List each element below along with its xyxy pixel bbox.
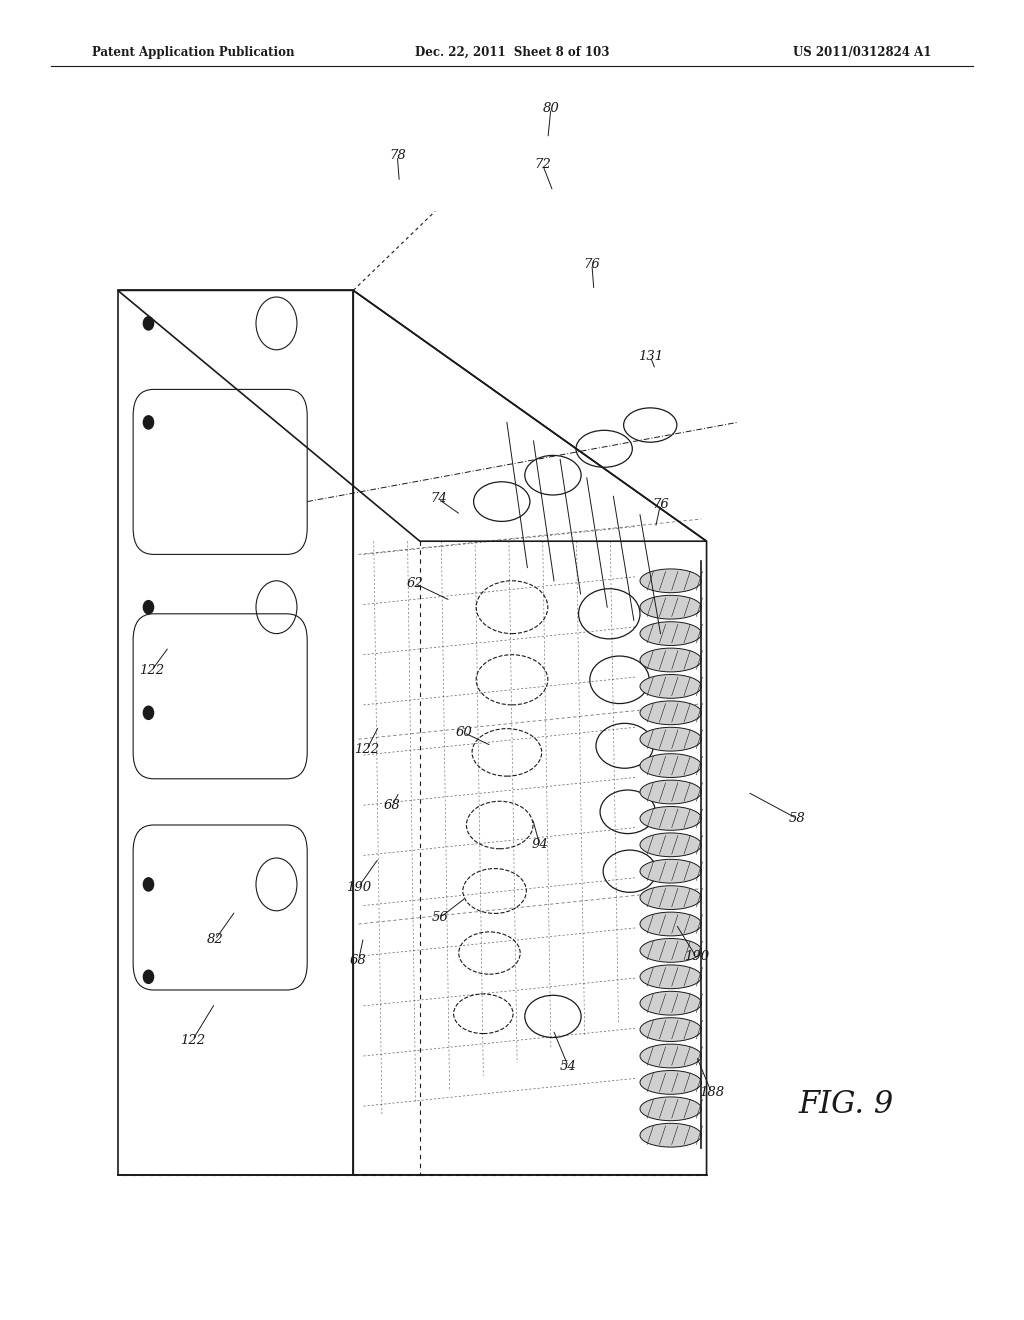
Ellipse shape xyxy=(640,648,701,672)
Ellipse shape xyxy=(640,754,701,777)
Ellipse shape xyxy=(640,1044,701,1068)
Ellipse shape xyxy=(640,859,701,883)
Ellipse shape xyxy=(640,965,701,989)
Text: 56: 56 xyxy=(432,911,449,924)
Circle shape xyxy=(143,706,154,719)
Text: FIG. 9: FIG. 9 xyxy=(799,1089,894,1119)
Text: 60: 60 xyxy=(456,726,472,739)
Text: 188: 188 xyxy=(699,1086,724,1100)
Ellipse shape xyxy=(640,622,701,645)
Circle shape xyxy=(143,601,154,614)
Text: 122: 122 xyxy=(139,664,164,677)
Ellipse shape xyxy=(640,886,701,909)
Ellipse shape xyxy=(640,675,701,698)
Text: Patent Application Publication: Patent Application Publication xyxy=(92,46,295,59)
Text: 54: 54 xyxy=(560,1060,577,1073)
Ellipse shape xyxy=(640,939,701,962)
Text: 76: 76 xyxy=(652,498,669,511)
Text: 80: 80 xyxy=(543,102,559,115)
Ellipse shape xyxy=(640,807,701,830)
Text: 68: 68 xyxy=(350,954,367,968)
Text: 78: 78 xyxy=(389,149,406,162)
Ellipse shape xyxy=(640,833,701,857)
Text: 190: 190 xyxy=(684,950,709,964)
Text: 82: 82 xyxy=(207,933,223,946)
Ellipse shape xyxy=(640,912,701,936)
Circle shape xyxy=(143,970,154,983)
Text: 122: 122 xyxy=(354,743,379,756)
Ellipse shape xyxy=(640,569,701,593)
Text: US 2011/0312824 A1: US 2011/0312824 A1 xyxy=(794,46,932,59)
Ellipse shape xyxy=(640,701,701,725)
Ellipse shape xyxy=(640,595,701,619)
Text: 74: 74 xyxy=(430,492,446,506)
Circle shape xyxy=(143,416,154,429)
Ellipse shape xyxy=(640,1123,701,1147)
Text: 76: 76 xyxy=(584,257,600,271)
Ellipse shape xyxy=(640,780,701,804)
Text: Dec. 22, 2011  Sheet 8 of 103: Dec. 22, 2011 Sheet 8 of 103 xyxy=(415,46,609,59)
Text: 131: 131 xyxy=(638,350,663,363)
Text: 68: 68 xyxy=(384,799,400,812)
Text: 62: 62 xyxy=(407,577,423,590)
Circle shape xyxy=(143,317,154,330)
Ellipse shape xyxy=(640,727,701,751)
Ellipse shape xyxy=(640,991,701,1015)
Text: 122: 122 xyxy=(180,1034,205,1047)
Circle shape xyxy=(143,878,154,891)
Text: 72: 72 xyxy=(535,158,551,172)
Text: 94: 94 xyxy=(531,838,548,851)
Text: 58: 58 xyxy=(788,812,805,825)
Text: 190: 190 xyxy=(346,880,371,894)
Ellipse shape xyxy=(640,1071,701,1094)
Ellipse shape xyxy=(640,1018,701,1041)
Ellipse shape xyxy=(640,1097,701,1121)
